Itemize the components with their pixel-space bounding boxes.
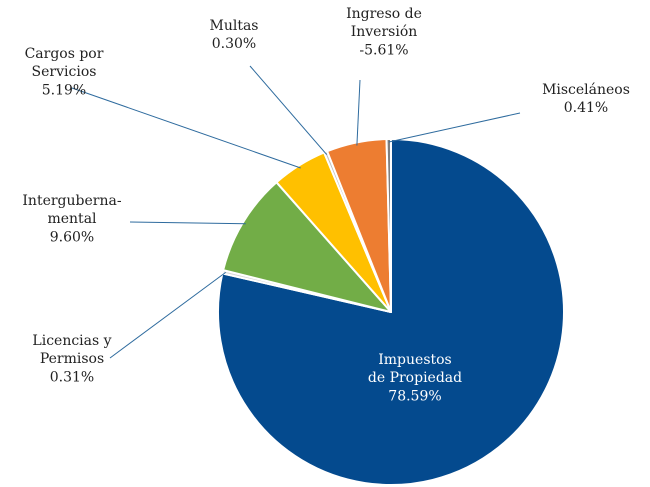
leader-ingreso-de-inversion bbox=[356, 79, 361, 146]
category-label: Permisos bbox=[40, 351, 104, 367]
category-label: Cargos por bbox=[25, 46, 104, 62]
category-label: Ingreso de bbox=[346, 6, 422, 22]
leader-licencias-y-permisos bbox=[109, 271, 226, 359]
leader-miscelaneos bbox=[388, 112, 521, 143]
slice-miscelaneos bbox=[385, 138, 392, 313]
category-label: Impuestos bbox=[378, 352, 452, 368]
category-label: de Propiedad bbox=[368, 370, 462, 386]
category-label: mental bbox=[47, 211, 97, 227]
category-label: Misceláneos bbox=[542, 82, 630, 98]
leader-cargos-por-servicios bbox=[71, 87, 301, 169]
label-multas: Multas 0.30% bbox=[210, 18, 259, 52]
label-impuestos-de-propiedad: Impuestos de Propiedad 78.59% bbox=[368, 352, 462, 404]
leader-multas bbox=[249, 65, 328, 155]
category-label: Inversión bbox=[351, 24, 418, 40]
slice-interguberna-mental bbox=[222, 181, 392, 313]
category-label: Licencias y bbox=[32, 333, 111, 349]
value-label: 9.60% bbox=[50, 229, 94, 245]
category-label: Multas bbox=[210, 18, 259, 34]
value-label: 0.30% bbox=[212, 36, 256, 52]
category-label: Interguberna- bbox=[22, 193, 121, 209]
label-interguberna-mental: Interguberna-mental 9.60% bbox=[22, 193, 121, 245]
value-label: 5.19% bbox=[42, 82, 86, 98]
value-label: -5.61% bbox=[359, 42, 408, 58]
leader-interguberna-mental bbox=[129, 221, 246, 225]
leader-lines bbox=[71, 65, 521, 359]
label-ingreso-de-inversion: Ingreso de Inversión -5.61% bbox=[346, 6, 422, 58]
pie-slices bbox=[217, 138, 565, 486]
value-label: 0.41% bbox=[564, 100, 608, 116]
label-licencias-y-permisos: Licencias y Permisos 0.31% bbox=[32, 333, 111, 385]
value-label: 0.31% bbox=[50, 369, 94, 385]
label-miscelaneos: Misceláneos 0.41% bbox=[542, 82, 630, 116]
slice-labels: Impuestos de Propiedad 78.59% Licencias y Pe… bbox=[22, 6, 630, 404]
value-label: 78.59% bbox=[388, 388, 441, 404]
label-cargos-por-servicios: Cargos por Servicios 5.19% bbox=[25, 46, 104, 98]
category-label: Servicios bbox=[32, 64, 97, 80]
